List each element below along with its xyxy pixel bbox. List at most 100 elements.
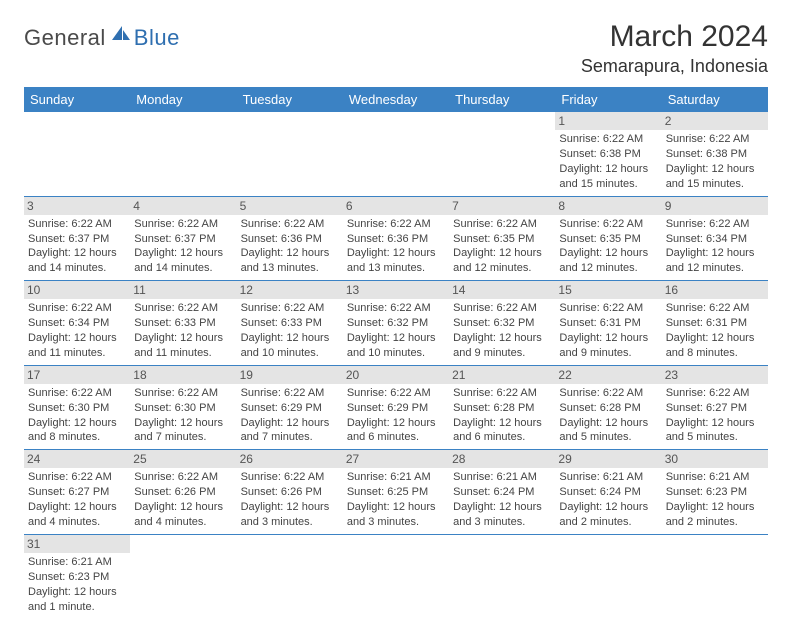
daylight-line: and 5 minutes. — [559, 430, 657, 445]
day-number: 11 — [130, 281, 236, 299]
daylight-line: Daylight: 12 hours — [134, 416, 232, 431]
calendar-cell — [662, 534, 768, 618]
sunrise-line: Sunrise: 6:22 AM — [666, 132, 764, 147]
calendar-table: Sunday Monday Tuesday Wednesday Thursday… — [24, 87, 768, 618]
sunset-line: Sunset: 6:25 PM — [347, 485, 445, 500]
daylight-line: and 13 minutes. — [347, 261, 445, 276]
day-header: Monday — [130, 87, 236, 112]
daylight-line: and 9 minutes. — [453, 346, 551, 361]
calendar-cell — [130, 534, 236, 618]
calendar-cell: 26Sunrise: 6:22 AMSunset: 6:26 PMDayligh… — [237, 450, 343, 535]
sunset-line: Sunset: 6:23 PM — [28, 570, 126, 585]
sunrise-line: Sunrise: 6:22 AM — [559, 217, 657, 232]
daylight-line: and 13 minutes. — [241, 261, 339, 276]
calendar-cell: 24Sunrise: 6:22 AMSunset: 6:27 PMDayligh… — [24, 450, 130, 535]
day-number: 1 — [555, 112, 661, 130]
sunset-line: Sunset: 6:24 PM — [559, 485, 657, 500]
daylight-line: Daylight: 12 hours — [241, 500, 339, 515]
daylight-line: and 7 minutes. — [134, 430, 232, 445]
day-number: 12 — [237, 281, 343, 299]
logo-text-blue: Blue — [134, 25, 180, 51]
daylight-line: and 1 minute. — [28, 600, 126, 615]
calendar-cell: 13Sunrise: 6:22 AMSunset: 6:32 PMDayligh… — [343, 281, 449, 366]
daylight-line: Daylight: 12 hours — [347, 500, 445, 515]
sunrise-line: Sunrise: 6:22 AM — [241, 301, 339, 316]
daylight-line: and 12 minutes. — [453, 261, 551, 276]
sunset-line: Sunset: 6:29 PM — [347, 401, 445, 416]
calendar-row: 1 Sunrise: 6:22 AM Sunset: 6:38 PM Daylight… — [24, 112, 768, 196]
day-number: 14 — [449, 281, 555, 299]
daylight-line: and 2 minutes. — [559, 515, 657, 530]
day-number: 6 — [343, 197, 449, 215]
day-number: 22 — [555, 366, 661, 384]
sunset-line: Sunset: 6:27 PM — [28, 485, 126, 500]
sunrise-line: Sunrise: 6:22 AM — [134, 470, 232, 485]
page: General Blue March 2024 Semarapura, Indo… — [0, 0, 792, 638]
calendar-cell — [449, 112, 555, 196]
daylight-line: and 12 minutes. — [666, 261, 764, 276]
day-header-row: Sunday Monday Tuesday Wednesday Thursday… — [24, 87, 768, 112]
daylight-line: and 8 minutes. — [666, 346, 764, 361]
title-block: March 2024 Semarapura, Indonesia — [581, 20, 768, 77]
daylight-line: and 8 minutes. — [28, 430, 126, 445]
daylight-line: and 9 minutes. — [559, 346, 657, 361]
sail-icon — [110, 24, 132, 47]
calendar-cell: 4Sunrise: 6:22 AMSunset: 6:37 PMDaylight… — [130, 196, 236, 281]
calendar-cell: 30Sunrise: 6:21 AMSunset: 6:23 PMDayligh… — [662, 450, 768, 535]
daylight-line: Daylight: 12 hours — [666, 162, 764, 177]
day-number: 27 — [343, 450, 449, 468]
calendar-cell — [343, 534, 449, 618]
day-number: 16 — [662, 281, 768, 299]
daylight-line: Daylight: 12 hours — [559, 500, 657, 515]
sunrise-line: Sunrise: 6:22 AM — [347, 217, 445, 232]
calendar-cell: 28Sunrise: 6:21 AMSunset: 6:24 PMDayligh… — [449, 450, 555, 535]
sunset-line: Sunset: 6:36 PM — [347, 232, 445, 247]
calendar-cell: 7Sunrise: 6:22 AMSunset: 6:35 PMDaylight… — [449, 196, 555, 281]
sunrise-line: Sunrise: 6:22 AM — [347, 386, 445, 401]
sunrise-line: Sunrise: 6:22 AM — [453, 217, 551, 232]
calendar-row: 24Sunrise: 6:22 AMSunset: 6:27 PMDayligh… — [24, 450, 768, 535]
daylight-line: Daylight: 12 hours — [134, 500, 232, 515]
sunrise-line: Sunrise: 6:22 AM — [453, 386, 551, 401]
logo: General Blue — [24, 24, 180, 51]
calendar-cell: 22Sunrise: 6:22 AMSunset: 6:28 PMDayligh… — [555, 365, 661, 450]
sunset-line: Sunset: 6:38 PM — [559, 147, 657, 162]
day-number: 21 — [449, 366, 555, 384]
daylight-line: Daylight: 12 hours — [347, 246, 445, 261]
daylight-line: and 12 minutes. — [559, 261, 657, 276]
day-number: 26 — [237, 450, 343, 468]
day-number: 20 — [343, 366, 449, 384]
sunrise-line: Sunrise: 6:21 AM — [666, 470, 764, 485]
daylight-line: Daylight: 12 hours — [134, 331, 232, 346]
calendar-cell: 18Sunrise: 6:22 AMSunset: 6:30 PMDayligh… — [130, 365, 236, 450]
calendar-cell: 17Sunrise: 6:22 AMSunset: 6:30 PMDayligh… — [24, 365, 130, 450]
calendar-cell: 9Sunrise: 6:22 AMSunset: 6:34 PMDaylight… — [662, 196, 768, 281]
calendar-row: 10Sunrise: 6:22 AMSunset: 6:34 PMDayligh… — [24, 281, 768, 366]
calendar-cell: 16Sunrise: 6:22 AMSunset: 6:31 PMDayligh… — [662, 281, 768, 366]
daylight-line: and 4 minutes. — [28, 515, 126, 530]
sunset-line: Sunset: 6:26 PM — [134, 485, 232, 500]
calendar-cell — [237, 534, 343, 618]
day-number: 3 — [24, 197, 130, 215]
day-number: 29 — [555, 450, 661, 468]
daylight-line: Daylight: 12 hours — [559, 331, 657, 346]
day-number: 9 — [662, 197, 768, 215]
day-number: 8 — [555, 197, 661, 215]
day-number: 24 — [24, 450, 130, 468]
day-number: 31 — [24, 535, 130, 553]
calendar-cell: 12Sunrise: 6:22 AMSunset: 6:33 PMDayligh… — [237, 281, 343, 366]
sunset-line: Sunset: 6:30 PM — [134, 401, 232, 416]
daylight-line: and 14 minutes. — [134, 261, 232, 276]
day-header: Friday — [555, 87, 661, 112]
sunset-line: Sunset: 6:28 PM — [453, 401, 551, 416]
sunrise-line: Sunrise: 6:22 AM — [28, 386, 126, 401]
daylight-line: Daylight: 12 hours — [241, 416, 339, 431]
calendar-cell: 1Sunrise: 6:22 AMSunset: 6:38 PMDaylight… — [555, 112, 661, 196]
day-header: Sunday — [24, 87, 130, 112]
sunrise-line: Sunrise: 6:22 AM — [134, 301, 232, 316]
day-number: 30 — [662, 450, 768, 468]
sunset-line: Sunset: 6:32 PM — [453, 316, 551, 331]
daylight-line: Daylight: 12 hours — [28, 500, 126, 515]
day-number: 4 — [130, 197, 236, 215]
sunrise-line: Sunrise: 6:22 AM — [666, 386, 764, 401]
